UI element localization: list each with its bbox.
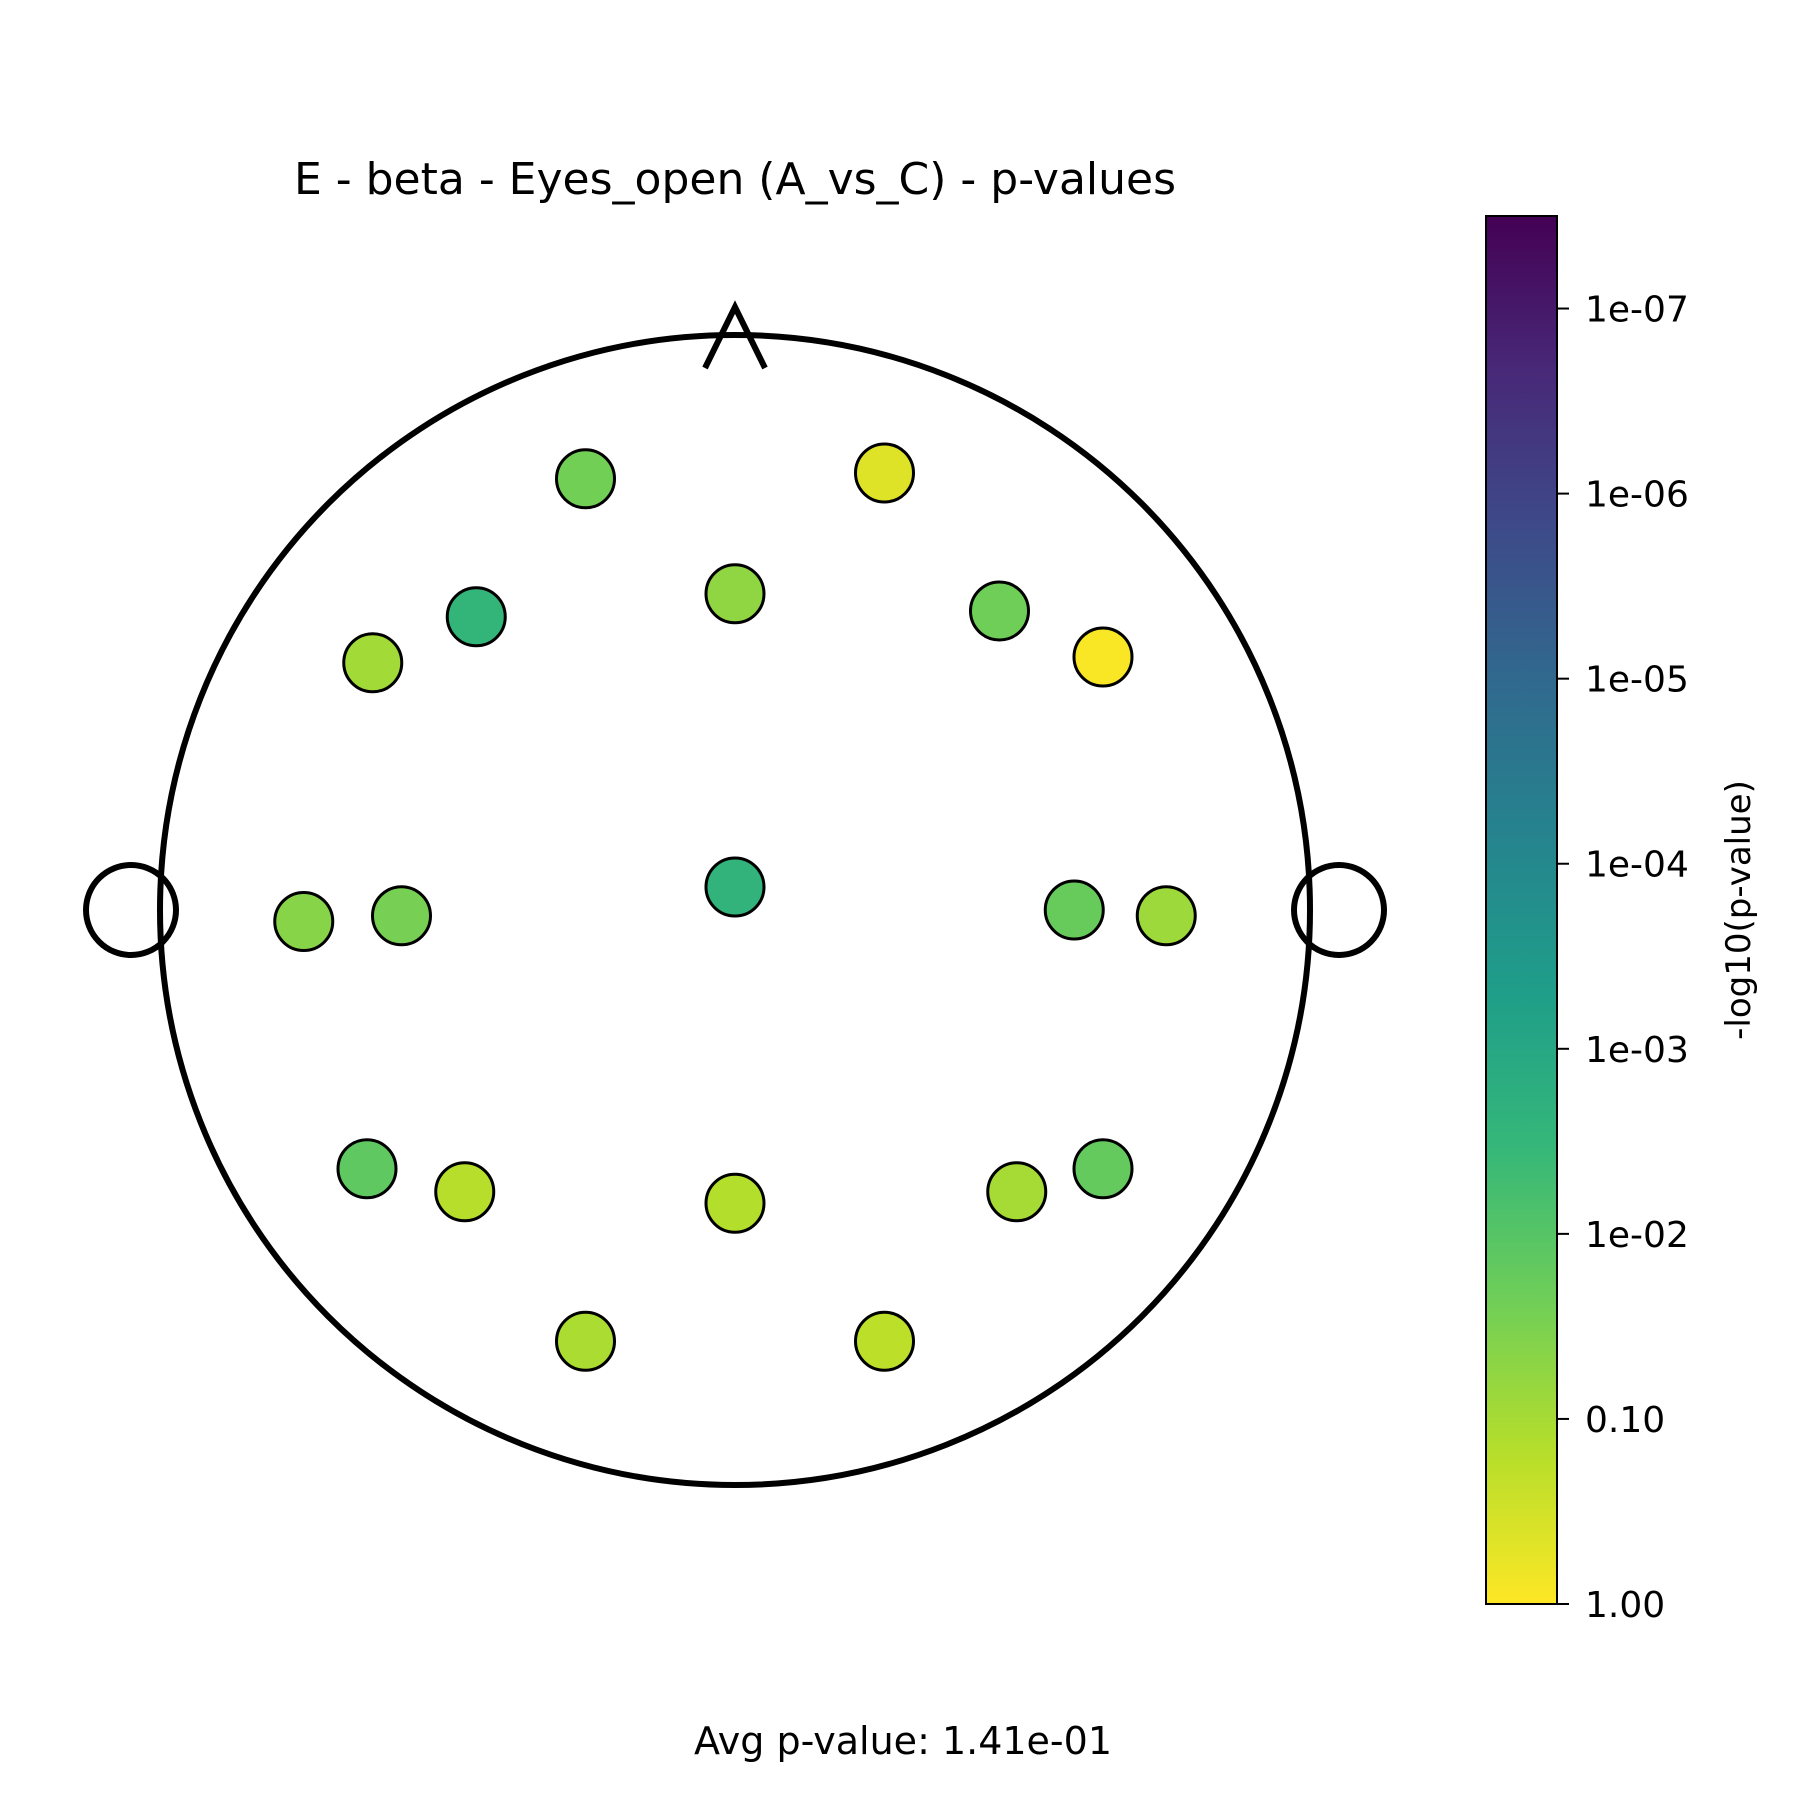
electrode-points [273, 442, 1197, 1372]
electrode-point [342, 632, 404, 694]
colorbar-tick-label: 0.10 [1585, 1400, 1665, 1441]
colorbar-tick-label: 1e-05 [1585, 660, 1689, 701]
electrode-point [1135, 885, 1197, 947]
electrode-point [434, 1161, 496, 1223]
electrode-point [704, 1172, 766, 1234]
electrode-point [969, 580, 1030, 642]
electrode-point [273, 891, 335, 952]
electrode-point [555, 1310, 616, 1372]
electrode-point [986, 1161, 1048, 1223]
head-circle [157, 332, 1313, 1488]
chart-title: E - beta - Eyes_open (A_vs_C) - p-values [294, 154, 1176, 205]
colorbar-tick-label: 1e-04 [1585, 845, 1689, 886]
electrode-point [371, 885, 432, 947]
electrode-point [336, 1138, 398, 1200]
colorbar-tick-label: 1e-02 [1585, 1215, 1689, 1256]
colorbar-tick-label: 1e-07 [1585, 290, 1689, 331]
electrode-point [854, 442, 915, 504]
electrode-point [1043, 879, 1105, 941]
electrode-point [1072, 1138, 1134, 1200]
left-ear [83, 862, 179, 958]
right-ear [1291, 862, 1387, 958]
electrode-point [704, 856, 766, 918]
colorbar-label: -log10(p-value) [1719, 780, 1759, 1040]
colorbar-tick-label: 1e-06 [1585, 475, 1689, 516]
colorbar-tick-label: 1e-03 [1585, 1030, 1689, 1071]
colorbar: 1.00 0.10 1e-02 1e-03 1e-04 1e-05 1e-06 1e-07 -… [1485, 215, 1759, 1626]
head-outline [83, 300, 1387, 1488]
colorbar-gradient [1485, 215, 1558, 1605]
electrode-point [555, 448, 616, 510]
nose-marker [702, 300, 768, 370]
electrode-point [445, 586, 507, 648]
electrode-point [704, 563, 766, 625]
colorbar-tick-label: 1.00 [1585, 1585, 1665, 1626]
electrode-point [854, 1310, 915, 1372]
colorbar-ticks: 1.00 0.10 1e-02 1e-03 1e-04 1e-05 1e-06 1e-07 [1557, 290, 1689, 1626]
electrode-point [1072, 626, 1134, 688]
avg-p-value-footer: Avg p-value: 1.41e-01 [694, 1719, 1112, 1763]
